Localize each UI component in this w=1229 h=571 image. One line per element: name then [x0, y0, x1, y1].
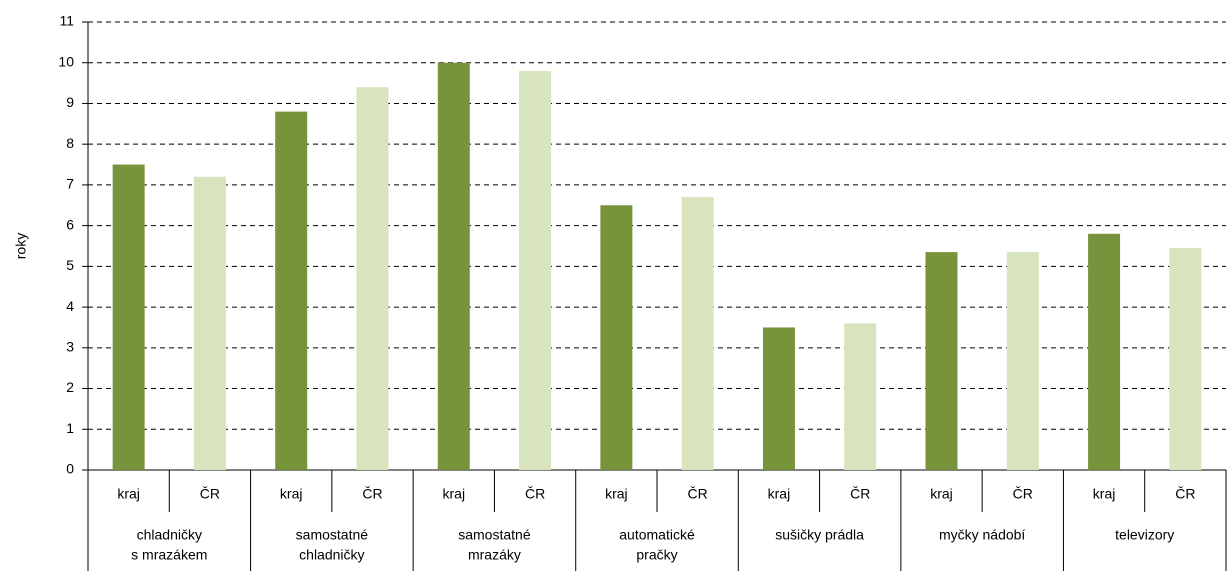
bar [519, 70, 552, 470]
y-tick-label: 8 [66, 135, 74, 151]
y-tick-label: 4 [66, 298, 74, 314]
bar [762, 327, 795, 470]
x-group-label: pračky [636, 547, 677, 563]
x-sub-label: kraj [1093, 486, 1116, 502]
x-group-label: chladničky [299, 547, 364, 563]
bar [925, 252, 958, 470]
x-sub-label: kraj [930, 486, 953, 502]
x-sub-label: ČR [525, 486, 545, 502]
y-tick-label: 11 [59, 13, 74, 29]
y-tick-label: 7 [66, 176, 74, 192]
x-group-label: s mrazákem [131, 547, 207, 563]
bar [844, 323, 877, 470]
bar [193, 176, 226, 470]
x-sub-label: ČR [362, 486, 382, 502]
y-tick-label: 9 [66, 94, 74, 110]
y-tick-label: 10 [58, 53, 74, 69]
x-group-label: chladničky [137, 527, 202, 543]
y-tick-label: 6 [66, 216, 74, 232]
y-tick-label: 2 [66, 379, 74, 395]
bar [681, 197, 714, 471]
x-sub-label: kraj [280, 486, 303, 502]
x-sub-label: ČR [850, 486, 870, 502]
bar [600, 205, 633, 471]
bar [1006, 252, 1039, 470]
x-group-label: mrazáky [468, 547, 521, 563]
y-axis-label: roky [13, 233, 29, 259]
bar [1169, 248, 1202, 470]
x-group-label: myčky nádobí [939, 527, 1025, 543]
x-sub-label: kraj [117, 486, 140, 502]
bar [275, 111, 308, 470]
bar [112, 164, 145, 470]
x-sub-label: ČR [200, 486, 220, 502]
x-group-label: sušičky prádla [775, 527, 864, 543]
x-group-label: samostatné [458, 527, 531, 543]
y-tick-label: 5 [66, 257, 74, 273]
x-sub-label: kraj [605, 486, 628, 502]
x-sub-label: kraj [443, 486, 466, 502]
bar [1088, 233, 1121, 470]
y-tick-label: 1 [66, 420, 74, 436]
bar [356, 87, 389, 470]
bar [437, 62, 470, 471]
x-group-label: samostatné [296, 527, 369, 543]
x-sub-label: kraj [768, 486, 791, 502]
y-tick-label: 3 [66, 339, 74, 355]
y-tick-label: 0 [66, 461, 74, 477]
x-sub-label: ČR [1013, 486, 1033, 502]
x-group-label: automatické [619, 527, 695, 543]
x-sub-label: ČR [1175, 486, 1195, 502]
x-sub-label: ČR [688, 486, 708, 502]
x-group-label: televizory [1115, 527, 1174, 543]
